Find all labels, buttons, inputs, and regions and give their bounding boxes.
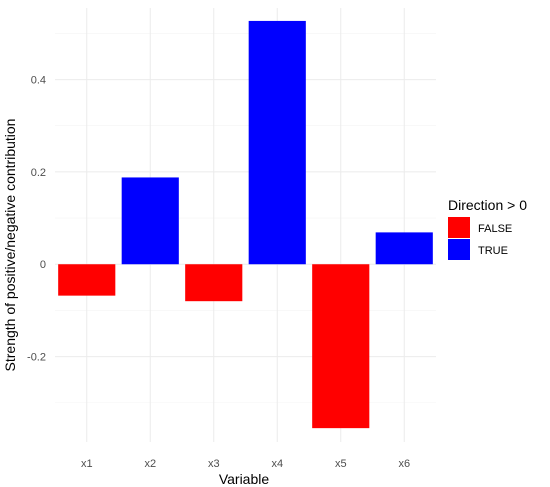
bar-x5 xyxy=(312,264,370,429)
x-tick-label: x3 xyxy=(208,458,220,470)
x-tick-label: x1 xyxy=(81,458,93,470)
legend-label-true: TRUE xyxy=(478,245,508,257)
legend-label-false: FALSE xyxy=(478,223,512,235)
x-tick-label: x2 xyxy=(144,458,156,470)
bar-x3 xyxy=(185,264,243,302)
y-tick-label: 0 xyxy=(40,259,46,271)
y-tick-label: 0.2 xyxy=(31,167,46,179)
x-tick-label: x4 xyxy=(271,458,283,470)
legend-title: Direction > 0 xyxy=(448,197,527,213)
x-tick-label: x5 xyxy=(335,458,347,470)
x-axis-ticks: x1 x2 x3 x4 x5 x6 xyxy=(81,458,410,470)
y-tick-label: 0.4 xyxy=(31,75,46,87)
legend: Direction > 0 FALSE TRUE xyxy=(448,197,527,260)
bar-x2 xyxy=(121,177,179,265)
bar-x4 xyxy=(248,20,306,265)
x-tick-label: x6 xyxy=(398,458,410,470)
bar-x6 xyxy=(375,232,433,265)
x-axis-title: Variable xyxy=(219,471,270,487)
bar-x1 xyxy=(58,264,116,296)
minor-gridlines xyxy=(55,33,436,404)
bars xyxy=(58,20,433,429)
y-axis-ticks: -0.2 0 0.2 0.4 xyxy=(27,75,46,364)
legend-swatch-true xyxy=(448,239,470,260)
legend-swatch-false xyxy=(448,217,470,238)
y-tick-label: -0.2 xyxy=(27,352,46,364)
major-gridlines xyxy=(55,8,436,442)
y-axis-title: Strength of positive/negative contributi… xyxy=(2,119,18,372)
